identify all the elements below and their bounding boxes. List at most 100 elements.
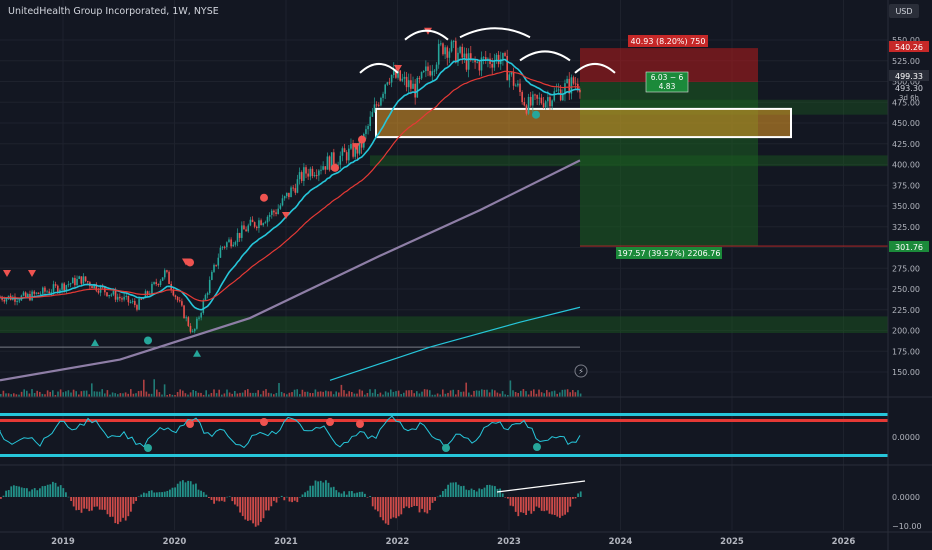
histogram-bar	[507, 497, 509, 499]
histogram-bar	[46, 484, 49, 497]
candle-body	[78, 276, 80, 279]
histogram-bar	[351, 491, 353, 497]
histogram-bar	[327, 482, 330, 497]
histogram-bar	[101, 497, 104, 510]
histogram-bar	[408, 497, 410, 509]
histogram-bar	[163, 491, 166, 497]
volume-bar	[345, 393, 348, 397]
y-tick-label: 200.00	[892, 327, 920, 336]
histogram-bar	[223, 497, 226, 502]
y-tick-label: 225.00	[892, 306, 920, 315]
histogram-bar	[330, 487, 332, 497]
candle-body	[273, 210, 275, 213]
volume-bar	[18, 394, 20, 397]
histogram-bar	[171, 487, 174, 497]
candle-body	[410, 80, 412, 89]
candle-body	[134, 301, 136, 306]
volume-bar	[491, 389, 493, 397]
volume-bar	[530, 390, 532, 397]
volume-bar	[496, 392, 499, 397]
histogram-bar	[241, 497, 244, 517]
candle-body	[437, 43, 440, 65]
lightning-icon[interactable]	[574, 364, 588, 378]
candle-body	[508, 74, 511, 81]
volume-bar	[33, 393, 36, 397]
volume-bar	[96, 391, 98, 397]
y-tick-label: 500.00	[892, 78, 920, 87]
volume-bar	[517, 392, 519, 397]
x-tick-label: 2023	[497, 537, 521, 547]
candle-body	[230, 239, 232, 247]
candle-body	[178, 300, 181, 302]
candle-body	[429, 70, 431, 76]
volume-bar	[390, 389, 392, 397]
histogram-bar	[150, 490, 153, 497]
histogram-bar	[70, 497, 72, 502]
histogram-bar	[312, 485, 314, 497]
volume-bar	[574, 392, 577, 397]
candle-body	[223, 246, 226, 248]
candle-body	[123, 296, 125, 300]
pattern-arc	[404, 29, 449, 41]
candle-body	[71, 277, 74, 284]
volume-bar	[189, 392, 192, 397]
histogram-bar	[288, 497, 291, 502]
candle-body	[388, 82, 391, 84]
histogram-bar	[270, 497, 273, 507]
histogram-bar	[174, 487, 176, 497]
candle-body	[262, 223, 265, 226]
histogram-bar	[364, 493, 366, 497]
histogram-bar	[153, 492, 156, 497]
histogram-bar	[429, 497, 431, 511]
histogram-bar	[343, 491, 345, 497]
volume-bar	[106, 390, 109, 397]
currency-badge[interactable]	[889, 4, 919, 18]
candle-body	[324, 166, 327, 170]
volume-bar	[65, 391, 67, 397]
reward-label-box	[616, 247, 722, 259]
candle-body	[74, 277, 76, 286]
volume-bar	[244, 390, 246, 397]
candle-body	[375, 104, 378, 106]
volume-bar	[423, 389, 426, 397]
histogram-bar	[262, 497, 265, 519]
histogram-bar	[579, 491, 582, 497]
candle-body	[42, 287, 44, 294]
volume-bar	[111, 392, 114, 397]
volume-bar	[499, 393, 501, 397]
volume-bar	[327, 391, 330, 397]
candle-body	[46, 291, 48, 293]
volume-bar	[439, 394, 441, 397]
candle-body	[512, 72, 515, 86]
histogram-bar	[366, 497, 369, 498]
support-zone-low	[0, 316, 888, 333]
volume-bar	[564, 389, 566, 397]
volume-bar	[254, 392, 257, 397]
histogram-bar	[280, 495, 283, 497]
volume-bar	[202, 394, 205, 397]
candle-body	[76, 278, 78, 286]
sma-long-line	[0, 159, 581, 382]
candle-body	[403, 76, 406, 79]
histogram-bar	[553, 497, 556, 516]
neckline-fill	[376, 108, 791, 138]
histogram-bar	[556, 497, 559, 517]
candle-body	[142, 298, 145, 300]
candle-body	[356, 145, 359, 154]
volume-bar	[579, 393, 582, 397]
candle-body	[296, 179, 299, 193]
histogram-bar	[234, 497, 236, 505]
volume-bar	[553, 390, 556, 397]
candle-body	[536, 94, 538, 99]
candle-body	[386, 82, 389, 85]
pattern-arc	[574, 62, 616, 74]
volume-bar	[249, 392, 252, 397]
y-tick-label: 425.00	[892, 140, 920, 149]
histogram-bar	[426, 497, 429, 514]
candle-body	[341, 148, 344, 156]
volume-bar	[369, 389, 371, 397]
countdown: 3d 6h	[899, 94, 919, 102]
histogram-bar	[465, 489, 468, 497]
